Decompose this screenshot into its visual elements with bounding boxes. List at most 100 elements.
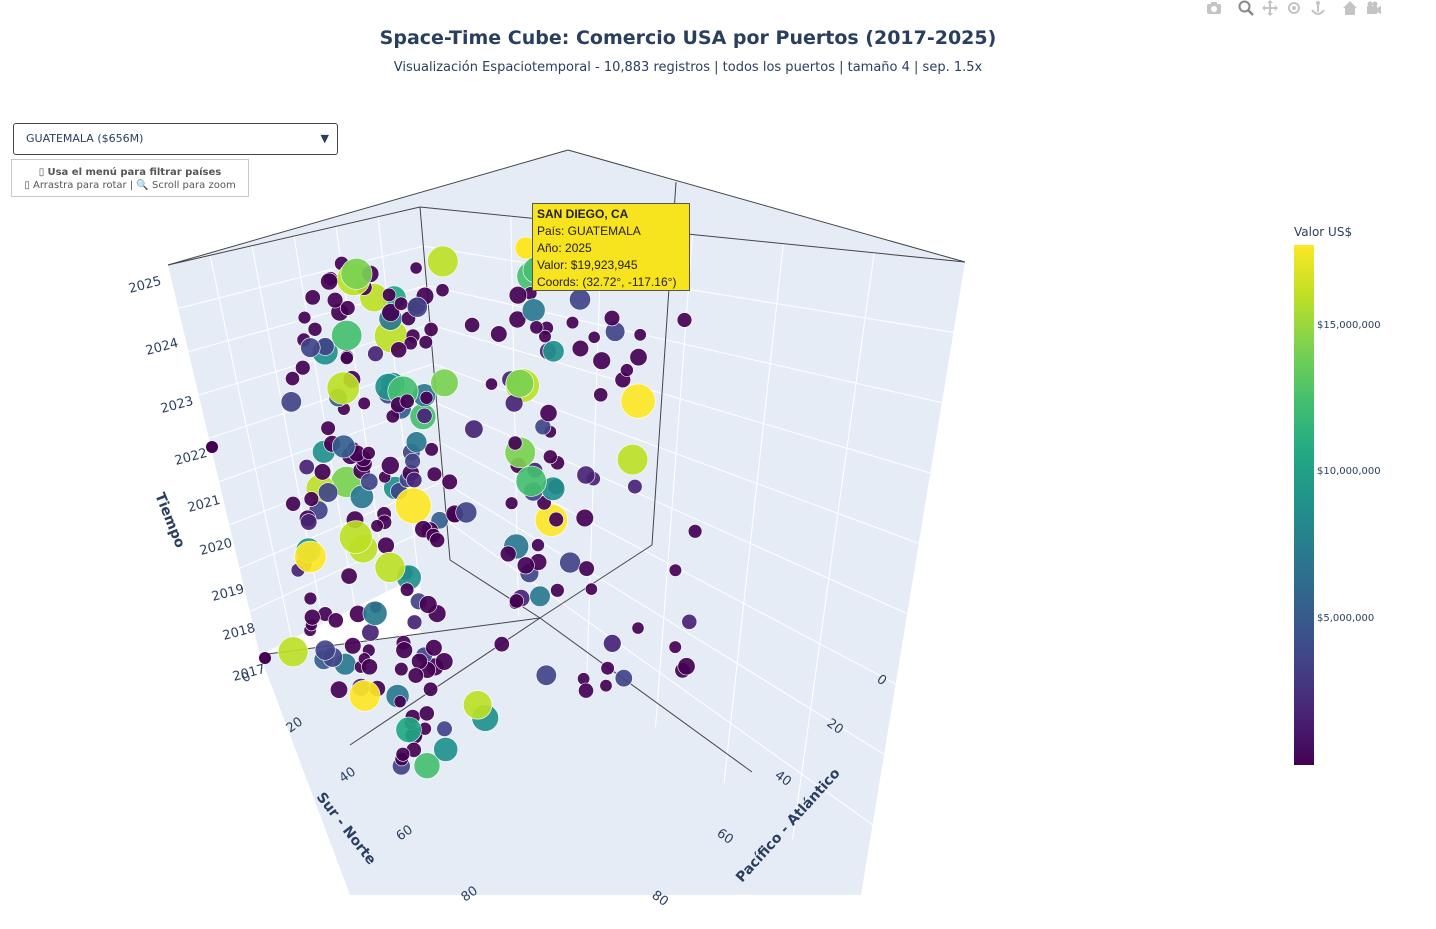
scatter-point[interactable] bbox=[426, 466, 443, 482]
scatter-point[interactable] bbox=[627, 479, 643, 495]
scatter-point[interactable] bbox=[367, 345, 384, 362]
scatter-point[interactable] bbox=[280, 391, 302, 413]
scatter-point[interactable] bbox=[508, 593, 524, 609]
scatter-point[interactable] bbox=[314, 639, 336, 661]
scatter-point[interactable] bbox=[303, 591, 318, 606]
scatter-point[interactable] bbox=[395, 487, 432, 524]
scatter-point[interactable] bbox=[297, 310, 312, 325]
scatter-point[interactable] bbox=[463, 690, 493, 720]
scatter-point[interactable] bbox=[529, 585, 551, 607]
scatter-point[interactable] bbox=[587, 330, 601, 344]
scatter-point[interactable] bbox=[300, 337, 321, 358]
scatter-point[interactable] bbox=[616, 444, 649, 476]
scatter-point[interactable] bbox=[399, 393, 415, 409]
camera-view-icon[interactable] bbox=[1366, 0, 1382, 16]
scatter-point[interactable] bbox=[629, 348, 648, 367]
scatter-point[interactable] bbox=[435, 652, 454, 671]
scatter-point[interactable] bbox=[406, 296, 428, 318]
scatter-point[interactable] bbox=[505, 369, 535, 398]
scatter-point[interactable] bbox=[409, 261, 423, 275]
scatter-point[interactable] bbox=[377, 536, 395, 555]
scatter-point[interactable] bbox=[676, 312, 693, 328]
scatter-point[interactable] bbox=[320, 272, 339, 291]
scatter-point[interactable] bbox=[515, 465, 547, 497]
scatter-point[interactable] bbox=[681, 613, 698, 630]
scatter-point[interactable] bbox=[429, 532, 446, 549]
scatter-point[interactable] bbox=[405, 431, 428, 453]
scatter-point[interactable] bbox=[331, 319, 363, 351]
scatter-point[interactable] bbox=[677, 657, 696, 676]
scatter-point[interactable] bbox=[374, 551, 406, 583]
scatter-point[interactable] bbox=[206, 441, 218, 453]
scatter-point[interactable] bbox=[318, 482, 339, 503]
scatter-point[interactable] bbox=[300, 513, 318, 531]
scatter-point[interactable] bbox=[578, 560, 595, 577]
scatter-point[interactable] bbox=[340, 567, 358, 585]
scatter-point[interactable] bbox=[516, 556, 535, 575]
scatter-point[interactable] bbox=[535, 664, 557, 686]
orbit-rotation-icon[interactable] bbox=[1286, 0, 1302, 16]
scatter-point[interactable] bbox=[406, 614, 423, 630]
scatter-point[interactable] bbox=[295, 360, 311, 376]
scatter-point[interactable] bbox=[485, 377, 498, 391]
scatter-point[interactable] bbox=[521, 298, 546, 323]
scatter-point[interactable] bbox=[493, 636, 510, 653]
scatter-point[interactable] bbox=[380, 456, 400, 475]
scatter-point[interactable] bbox=[298, 458, 315, 475]
scatter-point[interactable] bbox=[411, 652, 428, 670]
scatter-point[interactable] bbox=[464, 317, 480, 333]
scatter-point[interactable] bbox=[529, 320, 544, 335]
country-filter-dropdown[interactable]: GUATEMALA ($656M) ▼ bbox=[13, 123, 338, 155]
scatter-point[interactable] bbox=[687, 524, 703, 539]
scatter-point[interactable] bbox=[407, 667, 424, 684]
scatter-point[interactable] bbox=[565, 316, 580, 330]
pan-icon[interactable] bbox=[1262, 0, 1278, 16]
zoom-icon[interactable] bbox=[1238, 0, 1254, 16]
scatter-point[interactable] bbox=[571, 339, 590, 358]
scatter-point[interactable] bbox=[620, 383, 656, 419]
scatter-point[interactable] bbox=[668, 563, 683, 577]
scatter-point[interactable] bbox=[631, 621, 645, 635]
scatter-point[interactable] bbox=[361, 446, 376, 460]
scatter-point[interactable] bbox=[423, 321, 439, 337]
scatter-point[interactable] bbox=[499, 545, 517, 563]
scatter-point[interactable] bbox=[381, 303, 401, 322]
scatter-point[interactable] bbox=[430, 368, 459, 397]
scatter-point[interactable] bbox=[285, 371, 300, 386]
scatter-point[interactable] bbox=[400, 582, 415, 597]
scatter-point[interactable] bbox=[419, 390, 434, 405]
scatter-point[interactable] bbox=[614, 669, 633, 688]
scatter-point[interactable] bbox=[339, 350, 354, 365]
scatter-point[interactable] bbox=[433, 737, 459, 762]
scatter-point[interactable] bbox=[348, 679, 381, 712]
scatter-points[interactable] bbox=[206, 233, 703, 780]
scatter-point[interactable] bbox=[395, 746, 411, 762]
scatter-point[interactable] bbox=[340, 257, 373, 290]
scatter-point[interactable] bbox=[329, 680, 348, 699]
scatter-point[interactable] bbox=[578, 682, 594, 699]
scatter-point[interactable] bbox=[425, 639, 443, 657]
scatter-point[interactable] bbox=[424, 442, 439, 457]
scatter-point[interactable] bbox=[427, 245, 459, 278]
scatter-point[interactable] bbox=[436, 720, 453, 737]
scatter-point[interactable] bbox=[418, 335, 433, 350]
scatter-point[interactable] bbox=[362, 600, 388, 626]
scatter-point[interactable] bbox=[313, 463, 332, 481]
scatter-point[interactable] bbox=[360, 472, 379, 491]
scatter-point[interactable] bbox=[339, 520, 373, 554]
scatter-point[interactable] bbox=[304, 289, 321, 306]
scatter-point[interactable] bbox=[361, 623, 380, 642]
scatter-point[interactable] bbox=[404, 452, 421, 470]
scatter-point[interactable] bbox=[320, 420, 336, 436]
scatter-point[interactable] bbox=[455, 501, 478, 524]
scatter-point[interactable] bbox=[592, 351, 611, 370]
scatter-point[interactable] bbox=[390, 341, 408, 359]
scatter-point[interactable] bbox=[423, 681, 439, 697]
scatter-point[interactable] bbox=[603, 634, 622, 653]
scatter-point[interactable] bbox=[326, 292, 344, 309]
scatter-point[interactable] bbox=[539, 404, 558, 423]
scatter-point[interactable] bbox=[395, 641, 413, 659]
scatter-point[interactable] bbox=[327, 612, 344, 629]
scatter-point[interactable] bbox=[585, 582, 598, 596]
